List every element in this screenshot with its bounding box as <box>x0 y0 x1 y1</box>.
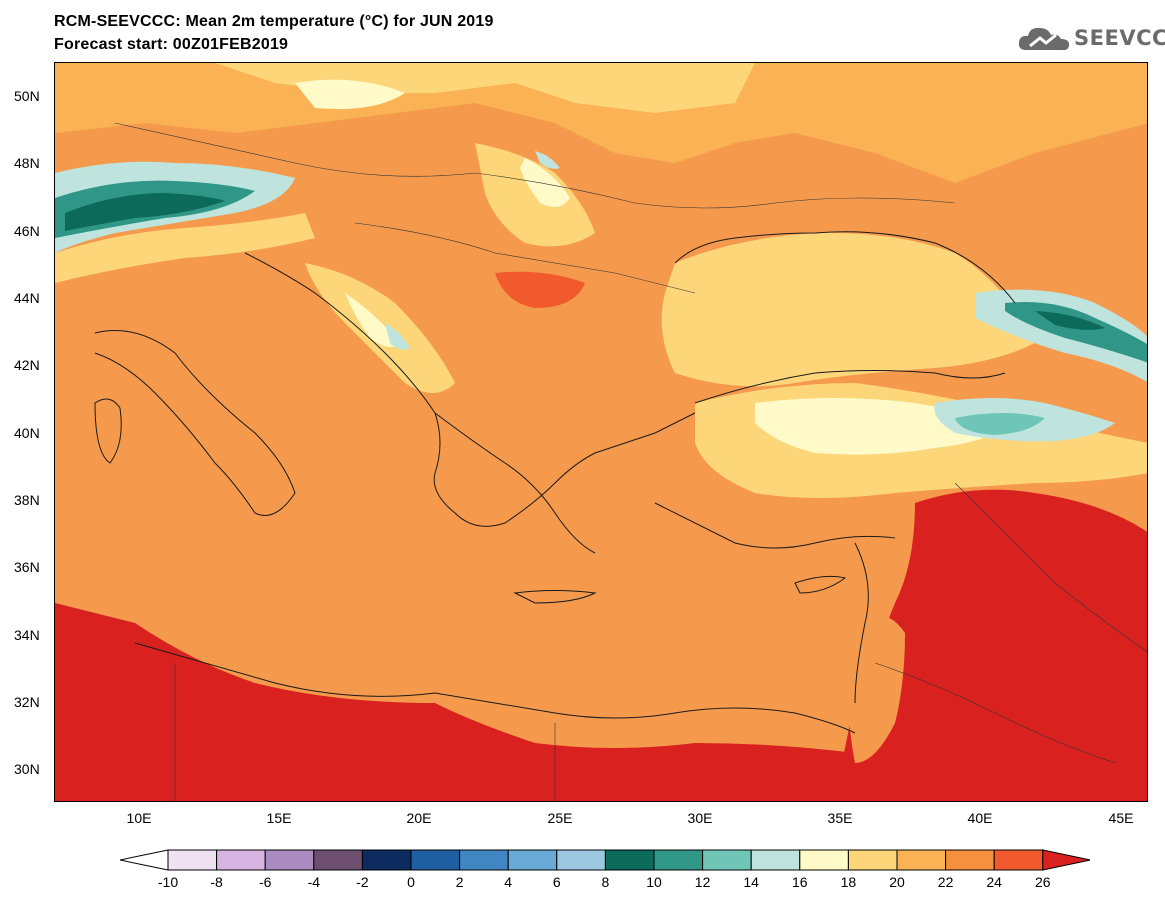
lon-tick-label: 15E <box>266 810 292 826</box>
lon-tick-label: 10E <box>126 810 152 826</box>
colorbar-label: 8 <box>601 874 610 890</box>
lat-tick-label: 44N <box>14 290 40 306</box>
lat-tick-label: 46N <box>14 223 40 239</box>
colorbar-segment <box>750 849 801 871</box>
colorbar-segment <box>896 849 947 871</box>
colorbar-label: -6 <box>258 874 272 890</box>
colorbar-segment <box>313 849 363 871</box>
colorbar-segment <box>361 849 412 871</box>
lat-tick-label: 50N <box>14 88 40 104</box>
colorbar-label: -10 <box>157 874 179 890</box>
colorbar-label: 16 <box>792 874 808 890</box>
colorbar-label: 26 <box>1035 874 1051 890</box>
lon-tick-label: 40E <box>967 810 993 826</box>
colorbar-label: 24 <box>986 874 1002 890</box>
colorbar-label: -8 <box>210 874 223 890</box>
colorbar-segment <box>847 849 898 871</box>
seevccc-logo: SEEVCCC <box>1018 22 1165 56</box>
colorbar-label: -4 <box>307 874 321 890</box>
map-canvas <box>55 63 1147 801</box>
lon-tick-label: 25E <box>547 810 573 826</box>
colorbar-segment <box>993 849 1044 871</box>
lat-tick-label: 40N <box>14 425 40 441</box>
lon-tick-label: 30E <box>687 810 713 826</box>
colorbar-max-arrow <box>1042 849 1090 871</box>
colorbar <box>120 849 1090 871</box>
colorbar-label: 10 <box>646 874 662 890</box>
logo-text: SEEVCCC <box>1074 26 1165 50</box>
colorbar-label: 6 <box>552 874 561 890</box>
colorbar-segment <box>507 849 558 871</box>
map-title: RCM-SEEVCCC: Mean 2m temperature (°C) fo… <box>54 13 494 30</box>
colorbar-segment <box>459 849 509 871</box>
colorbar-segment <box>216 849 266 871</box>
colorbar-label: 20 <box>889 874 905 890</box>
lat-tick-label: 34N <box>14 627 40 643</box>
colorbar-label: 14 <box>743 874 759 890</box>
lat-tick-label: 48N <box>14 155 40 171</box>
lat-tick-label: 30N <box>14 761 40 777</box>
colorbar-min-arrow <box>120 849 169 871</box>
colorbar-label: 12 <box>694 874 711 890</box>
forecast-start: Forecast start: 00Z01FEB2019 <box>54 36 289 53</box>
colorbar-segment <box>945 849 995 871</box>
lat-tick-label: 36N <box>14 559 40 575</box>
lat-tick-label: 38N <box>14 492 40 508</box>
colorbar-segment <box>264 849 315 871</box>
colorbar-label: 22 <box>937 874 954 890</box>
cloud-icon <box>1018 27 1070 51</box>
colorbar-segment <box>410 849 461 871</box>
colorbar-label: 0 <box>407 874 415 890</box>
colorbar-segment <box>702 849 752 871</box>
colorbar-segment <box>799 849 849 871</box>
lon-tick-label: 35E <box>827 810 853 826</box>
colorbar-segment <box>653 849 704 871</box>
colorbar-label: 2 <box>455 874 464 890</box>
lon-tick-label: 45E <box>1108 810 1134 826</box>
colorbar-label: 4 <box>504 874 513 890</box>
colorbar-label: 18 <box>840 874 857 890</box>
lat-tick-label: 42N <box>14 357 40 373</box>
temperature-map <box>54 62 1148 802</box>
colorbar-segment <box>604 849 655 871</box>
lat-tick-label: 32N <box>14 694 40 710</box>
colorbar-label: -2 <box>356 874 369 890</box>
colorbar-segment <box>556 849 606 871</box>
colorbar-segment <box>167 849 218 871</box>
lon-tick-label: 20E <box>406 810 432 826</box>
